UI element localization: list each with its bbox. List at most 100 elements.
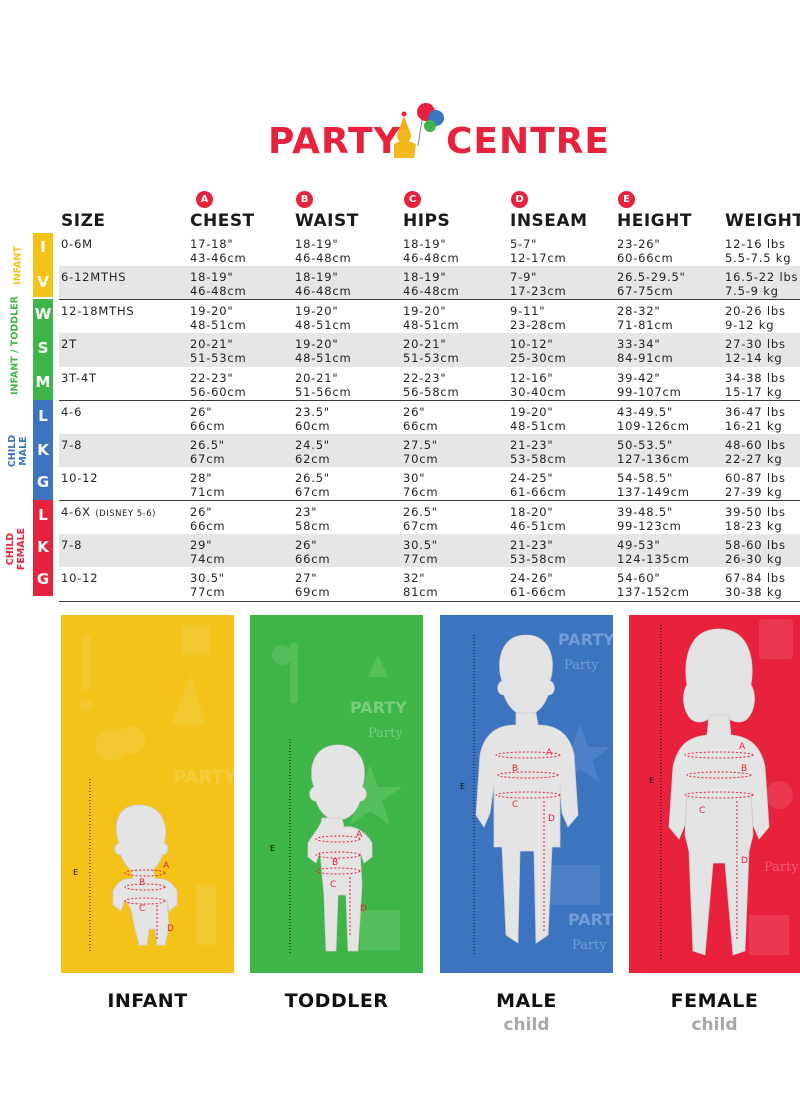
hips-cell: 20-21" 51-53cm xyxy=(403,337,460,365)
weight-cell: 20-26 lbs 9-12 kg xyxy=(725,304,786,332)
inseam-cell: 9-11" 23-28cm xyxy=(510,304,567,332)
inseam-cell: 12-16" 30-40cm xyxy=(510,371,567,399)
size-note: (DISNEY 5-6) xyxy=(95,509,156,519)
brand-name-left: PARTY xyxy=(268,121,401,162)
size-cell: 7-8 xyxy=(61,538,83,552)
measure-c: C xyxy=(699,806,705,816)
hips-cell: 22-23" 56-58cm xyxy=(403,371,460,399)
hips-cell: 26" 66cm xyxy=(403,405,439,433)
size-cell: 12-18MTHS xyxy=(61,304,135,318)
measure-b: B xyxy=(741,764,747,774)
panel-label-male: MALE xyxy=(496,990,557,1012)
measure-a: A xyxy=(163,861,170,871)
measure-b: B xyxy=(332,858,338,868)
height-cell: 39-48.5" 99-123cm xyxy=(617,505,682,533)
size-letter: L xyxy=(38,506,48,524)
chest-cell: 20-21" 51-53cm xyxy=(190,337,247,365)
hips-cell: 30" 76cm xyxy=(403,471,439,499)
group-label-toddler: INFANT / TODDLER xyxy=(9,296,21,395)
size-cell: 3T-4T xyxy=(61,371,97,385)
chest-cell: 26" 66cm xyxy=(190,405,226,433)
table-row: 10-12 30.5" 77cm 27" 69cm 32" 81cm 24-26" 61… xyxy=(59,567,800,600)
waist-cell: 19-20" 48-51cm xyxy=(295,337,352,365)
height-cell: 39-42" 99-107cm xyxy=(617,371,682,399)
size-letter: G xyxy=(36,473,50,491)
waist-cell: 26" 66cm xyxy=(295,538,331,566)
group-label-infant: INFANT xyxy=(12,246,24,285)
measure-c: C xyxy=(512,800,518,810)
measure-a: A xyxy=(739,742,746,752)
measure-d: D xyxy=(548,814,555,824)
table-row: 12-18MTHS 19-20" 48-51cm 19-20" 48-51cm 19… xyxy=(59,300,800,333)
weight-cell: 39-50 lbs 18-23 kg xyxy=(725,505,786,533)
bg-word-party: PARTY xyxy=(173,767,234,788)
measure-a: A xyxy=(356,830,363,840)
header-waist: WAIST xyxy=(295,211,359,231)
measure-e: E xyxy=(649,776,654,785)
waist-cell: 19-20" 48-51cm xyxy=(295,304,352,332)
waist-cell: 20-21" 51-56cm xyxy=(295,371,352,399)
waist-cell: 23.5" 60cm xyxy=(295,405,331,433)
header-waist-marker: B xyxy=(296,191,313,208)
panel-label-female: FEMALE xyxy=(670,990,759,1012)
group-divider xyxy=(59,299,800,300)
header-inseam: INSEAM xyxy=(510,211,588,231)
group-divider xyxy=(59,500,800,501)
chest-cell: 19-20" 48-51cm xyxy=(190,304,247,332)
header-hips: HIPS xyxy=(403,211,451,231)
weight-cell: 27-30 lbs 12-14 kg xyxy=(725,337,786,365)
height-cell: 50-53.5" 127-136cm xyxy=(617,438,690,466)
header-chest-marker: A xyxy=(196,191,213,208)
waist-cell: 18-19" 46-48cm xyxy=(295,237,352,265)
height-cell: 26.5-29.5" 67-75cm xyxy=(617,270,686,298)
waist-cell: 18-19" 46-48cm xyxy=(295,270,352,298)
measure-d: D xyxy=(360,904,367,914)
measure-b: B xyxy=(139,878,145,888)
table-row: 3T-4T 22-23" 56-60cm 20-21" 51-56cm 22-23"… xyxy=(59,367,800,400)
table-row: 4-6 26" 66cm 23.5" 60cm 26" 66cm 19-20" 48-5… xyxy=(59,401,800,434)
panel-male: PARTY Party PARTY Party A B C D E xyxy=(440,615,613,973)
table-row: 4-6X (DISNEY 5-6) 26" 66cm 23" 58cm 26.5" 6… xyxy=(59,501,800,534)
size-cell: 10-12 xyxy=(61,571,99,585)
chest-cell: 28" 71cm xyxy=(190,471,226,499)
size-letter: K xyxy=(37,441,49,459)
table-row: 6-12MTHS 18-19" 46-48cm 18-19" 46-48cm 18-… xyxy=(59,266,800,299)
bg-word-party: PARTY xyxy=(350,698,407,717)
measure-c: C xyxy=(139,904,145,914)
header-size: SIZE xyxy=(61,211,106,231)
table-bottom-rule xyxy=(59,601,800,602)
inseam-cell: 5-7" 12-17cm xyxy=(510,237,567,265)
weight-cell: 67-84 lbs 30-38 kg xyxy=(725,571,786,599)
height-cell: 28-32" 71-81cm xyxy=(617,304,674,332)
brand-logo: PARTY CENTRE xyxy=(0,72,800,162)
group-label-male: CHILD MALE xyxy=(7,434,29,468)
panel-sub-male: child xyxy=(503,1015,550,1035)
chest-cell: 22-23" 56-60cm xyxy=(190,371,247,399)
size-letter: K xyxy=(37,538,49,556)
group-bar-infant: I V xyxy=(33,233,53,297)
height-cell: 54-58.5" 137-149cm xyxy=(617,471,690,499)
weight-cell: 34-38 lbs 15-17 kg xyxy=(725,371,786,399)
weight-cell: 12-16 lbs 5.5-7.5 kg xyxy=(725,237,792,265)
hips-cell: 26.5" 67cm xyxy=(403,505,439,533)
panel-female: Party A B C D E xyxy=(629,615,800,973)
table-row: 2T 20-21" 51-53cm 19-20" 48-51cm 20-21" 51-… xyxy=(59,333,800,367)
header-inseam-marker: D xyxy=(511,191,528,208)
header-height: HEIGHT xyxy=(617,211,692,231)
waist-cell: 23" 58cm xyxy=(295,505,331,533)
size-letter: W xyxy=(34,305,52,323)
hips-cell: 18-19" 46-48cm xyxy=(403,237,460,265)
weight-cell: 36-47 lbs 16-21 kg xyxy=(725,405,786,433)
header-weight: WEIGHT xyxy=(725,211,800,231)
size-cell: 4-6 xyxy=(61,405,83,419)
hips-cell: 18-19" 46-48cm xyxy=(403,270,460,298)
size-letter: V xyxy=(37,273,49,291)
measure-a: A xyxy=(546,748,553,758)
header-chest: CHEST xyxy=(190,211,255,231)
male-figure: PARTY Party PARTY Party A B C D E xyxy=(460,630,613,955)
waist-cell: 26.5" 67cm xyxy=(295,471,331,499)
bg-word-party: PARTY xyxy=(568,910,613,929)
group-bar-female: L K G xyxy=(33,500,53,596)
size-cell: 0-6M xyxy=(61,237,93,251)
bg-word-party-small: Party xyxy=(764,860,799,875)
